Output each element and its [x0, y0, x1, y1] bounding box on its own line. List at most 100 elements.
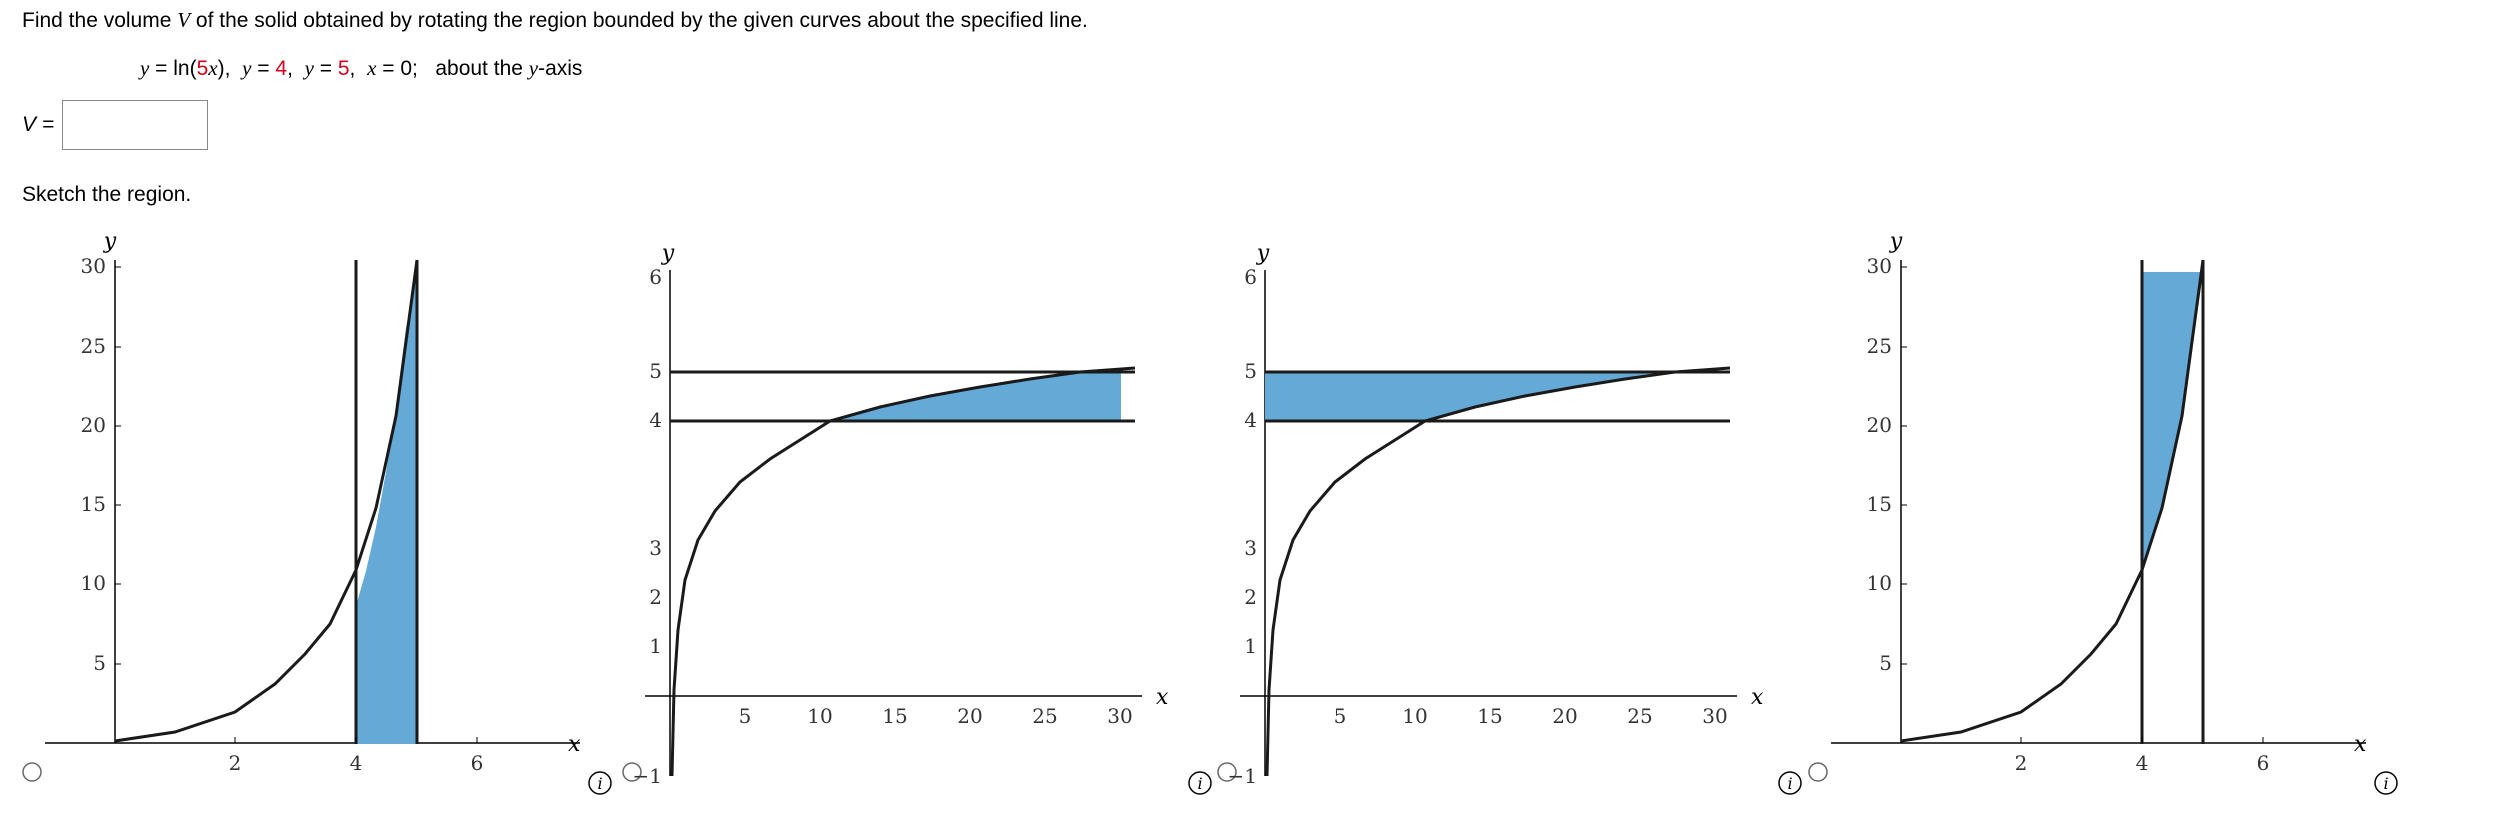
volume-answer-input[interactable]: [62, 100, 209, 150]
eq-axis: y: [528, 56, 539, 80]
option-radio[interactable]: [22, 762, 42, 782]
y-ticks: −1 1 2 3 4 5 6: [1228, 265, 1257, 788]
y-tick-label: 1: [1244, 634, 1257, 658]
question-text: Find the volume V of the solid obtained …: [22, 8, 1088, 33]
y-tick-label: 30: [81, 254, 106, 278]
eq-constant: 4: [275, 57, 288, 80]
y-tick-label: 2: [1244, 585, 1257, 609]
shaded-region: [1265, 372, 1730, 421]
y-tick-label: 25: [1867, 334, 1892, 358]
y-tick-label: 1: [649, 634, 662, 658]
eq-text: =: [313, 57, 338, 80]
y-tick-label: 4: [1244, 408, 1257, 432]
y-tick-label: 5: [1244, 359, 1257, 383]
x-tick-label: 15: [1477, 704, 1502, 728]
answer-row: V =: [22, 100, 209, 150]
y-axis-label: y: [661, 241, 675, 266]
x-tick-label: 30: [1107, 704, 1132, 728]
y-tick-label: 6: [649, 265, 662, 289]
eq-var: x: [367, 56, 377, 80]
y-axis-label: y: [1889, 229, 1903, 254]
y-tick-label: 5: [93, 651, 106, 675]
x-tick-label: 25: [1627, 704, 1652, 728]
y-axis-label: y: [1256, 241, 1270, 266]
shaded-region: [356, 272, 417, 744]
y-tick-label: −1: [633, 764, 662, 788]
x-tick-label: 2: [229, 751, 242, 775]
x-ticks: 2 4 6: [2015, 737, 2270, 775]
eq-var: y: [242, 56, 252, 80]
x-tick-label: 4: [350, 751, 363, 775]
x-tick-label: 2: [2015, 751, 2028, 775]
info-icon[interactable]: [1778, 771, 1802, 795]
y-tick-label: 3: [1244, 536, 1257, 560]
prompt-post: of the solid obtained by rotating the re…: [190, 9, 1088, 32]
y-axis-label: y: [103, 229, 117, 254]
y-tick-label: 20: [1867, 413, 1892, 437]
option-radio[interactable]: [1217, 762, 1237, 782]
x-tick-label: 10: [807, 704, 832, 728]
axes: [45, 260, 580, 744]
y-tick-label: 30: [1867, 254, 1892, 278]
y-tick-label: 6: [1244, 265, 1257, 289]
y-tick-label: 5: [1879, 651, 1892, 675]
eq-text: ,: [287, 57, 305, 80]
y-tick-label: 15: [81, 492, 106, 516]
info-icon-glyph: i: [1197, 774, 1202, 793]
eq-text: ,: [349, 57, 368, 80]
eq-var: y: [140, 56, 150, 80]
x-tick-label: 30: [1702, 704, 1727, 728]
info-icon-glyph: i: [597, 774, 602, 793]
info-icon-glyph: i: [2383, 774, 2388, 793]
eq-text: ),: [217, 57, 243, 80]
x-axis-label: x: [2354, 732, 2367, 757]
x-tick-label: 25: [1032, 704, 1057, 728]
x-tick-label: 15: [882, 704, 907, 728]
x-ticks: 2 4 6: [229, 737, 483, 775]
graph-option-3: −1 1 2 3 4 5 6 5 10 15 20 25 30 y x i: [1215, 220, 1815, 820]
exponential-curve: [1900, 259, 2205, 743]
x-tick-label: 4: [2136, 751, 2149, 775]
exponential-curve: [114, 259, 419, 743]
option-radio[interactable]: [622, 762, 642, 782]
y-tick-label: 2: [649, 585, 662, 609]
x-tick-label: 20: [957, 704, 982, 728]
prompt-pre: Find the volume: [22, 9, 178, 32]
graph-option-1: 5 10 15 20 25 30 2 4 6 y x i: [20, 220, 620, 820]
x-tick-label: 5: [739, 704, 752, 728]
info-icon[interactable]: [2374, 771, 2398, 795]
eq-var: x: [208, 56, 218, 80]
y-tick-label: 3: [649, 536, 662, 560]
y-tick-label: 20: [81, 413, 106, 437]
info-icon[interactable]: [1188, 771, 1212, 795]
eq-text: = ln(: [149, 57, 197, 80]
y-tick-label: 10: [81, 571, 106, 595]
answer-label: V =: [22, 113, 55, 136]
graph-option-4: 5 10 15 20 25 30 2 4 6 y x i: [1806, 220, 2406, 820]
eq-var: y: [304, 56, 314, 80]
log-curve: [1265, 366, 1731, 777]
x-tick-label: 5: [1334, 704, 1347, 728]
y-tick-label: 4: [649, 408, 662, 432]
curves-equation: y = ln(5x), y = 4, y = 5, x = 0; about t…: [140, 56, 582, 81]
eq-constant: 5: [196, 57, 209, 80]
x-ticks: 5 10 15 20 25 30: [1334, 704, 1728, 728]
option-radio[interactable]: [1808, 762, 1828, 782]
sketch-label: Sketch the region.: [22, 183, 192, 206]
shaded-region: [2142, 272, 2203, 570]
y-ticks: 5 10 15 20 25 30: [81, 254, 121, 675]
x-axis-label: x: [1156, 685, 1169, 710]
shaded-region: [830, 370, 1121, 421]
log-curve: [670, 366, 1136, 777]
x-ticks: 5 10 15 20 25 30: [739, 704, 1133, 728]
y-ticks: 5 10 15 20 25 30: [1867, 254, 1907, 675]
eq-about: about the: [435, 57, 529, 80]
x-tick-label: 6: [2257, 751, 2270, 775]
x-axis-label: x: [1751, 685, 1764, 710]
y-tick-label: 25: [81, 334, 106, 358]
x-axis-label: x: [568, 732, 581, 757]
y-ticks: −1 1 2 3 4 5 6: [633, 265, 662, 788]
x-tick-label: 10: [1402, 704, 1427, 728]
info-icon[interactable]: [588, 771, 612, 795]
y-tick-label: 5: [649, 359, 662, 383]
